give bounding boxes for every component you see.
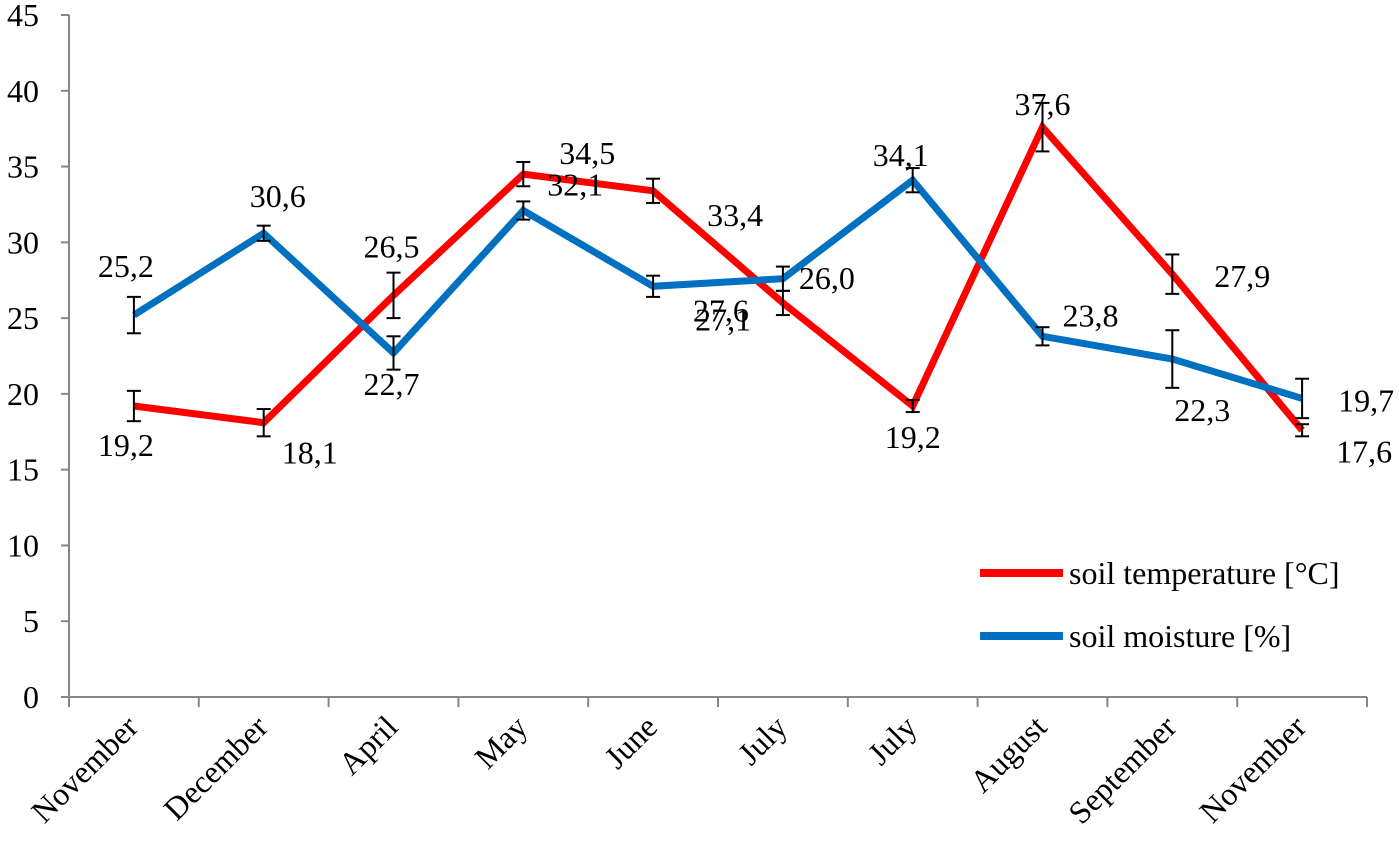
y-tick-label: 0	[23, 679, 39, 715]
error-bar	[646, 177, 661, 204]
data-point	[782, 278, 784, 280]
data-point	[263, 422, 265, 424]
data-label: 23,8	[1063, 297, 1119, 333]
data-point	[522, 173, 524, 175]
x-category-label: April	[331, 708, 404, 781]
y-tick-label: 35	[7, 149, 39, 185]
data-label: 17,6	[1336, 433, 1392, 469]
y-tick-label: 40	[7, 73, 39, 109]
data-point	[912, 405, 914, 407]
x-category-label: November	[1192, 708, 1313, 829]
data-label: 27,1	[695, 301, 751, 337]
error-bar	[646, 274, 661, 298]
data-label: 19,7	[1338, 382, 1394, 418]
data-point	[1171, 358, 1173, 360]
error-bar	[386, 271, 401, 320]
error-bar	[905, 167, 920, 194]
data-point	[912, 179, 914, 181]
data-point	[133, 314, 135, 316]
legend-label: soil moisture [%]	[1069, 618, 1291, 654]
series-line	[133, 120, 1305, 433]
data-label: 37,6	[1015, 86, 1071, 122]
data-point	[1042, 126, 1043, 128]
data-label: 25,2	[98, 248, 154, 284]
data-label: 34,5	[559, 135, 615, 171]
data-point	[652, 285, 654, 287]
data-label: 30,6	[250, 178, 306, 214]
x-category-label: September	[1061, 708, 1183, 830]
error-bar	[126, 295, 141, 335]
series-soil-moisture	[126, 167, 1310, 420]
data-point	[1301, 429, 1303, 431]
data-point	[393, 294, 394, 296]
error-bar	[905, 398, 920, 414]
error-bar	[1035, 101, 1050, 153]
error-bar	[516, 200, 531, 221]
error-bar	[1165, 329, 1180, 389]
data-label: 27,9	[1214, 258, 1270, 294]
data-point	[393, 352, 394, 354]
data-point	[133, 405, 135, 407]
y-tick-label: 10	[7, 527, 39, 563]
data-point	[1042, 335, 1043, 337]
x-category-label: July	[860, 708, 923, 771]
x-category-label: May	[467, 708, 534, 775]
x-category-label: July	[731, 708, 794, 771]
x-category-label: December	[156, 708, 275, 827]
error-bar	[256, 224, 271, 242]
error-bar	[1295, 377, 1310, 420]
error-bar	[386, 335, 401, 371]
error-bar	[1295, 423, 1310, 438]
error-bar	[775, 265, 790, 292]
data-label: 18,1	[282, 435, 338, 471]
data-label: 22,3	[1174, 392, 1230, 428]
data-label: 19,2	[98, 427, 154, 463]
data-point	[1171, 273, 1173, 275]
data-point	[1301, 397, 1303, 399]
legend-item: soil moisture [%]	[980, 618, 1291, 654]
data-label: 22,7	[364, 366, 420, 402]
data-label: 34,1	[873, 137, 929, 173]
data-label: 26,5	[364, 228, 420, 264]
error-bar	[1035, 326, 1050, 347]
legend-label: soil temperature [°C]	[1069, 555, 1339, 591]
data-point	[652, 190, 654, 192]
data-point	[522, 210, 524, 212]
error-bar	[516, 161, 531, 188]
data-labels: 19,2 18,1 26,5 34,5 33,4 26,0 19,2 37,6 27,9 17,6…	[98, 86, 1394, 471]
error-bar	[1165, 253, 1180, 295]
y-tick-label: 15	[7, 452, 39, 488]
data-label: 27,6	[693, 293, 749, 329]
y-tick-label: 5	[23, 603, 39, 639]
data-label: 26,0	[799, 260, 855, 296]
y-tick-label: 30	[7, 224, 39, 260]
legend-item: soil temperature [°C]	[980, 555, 1339, 591]
error-bar	[256, 408, 271, 438]
y-tick-label: 25	[7, 300, 39, 336]
x-category-label: November	[24, 708, 145, 829]
error-bar	[126, 389, 141, 423]
series-line	[132, 175, 1304, 402]
x-category-label: August	[963, 708, 1054, 799]
data-label: 19,2	[885, 419, 941, 455]
data-label: 33,4	[707, 197, 763, 233]
data-point	[263, 232, 265, 234]
y-tick-label: 45	[7, 0, 39, 33]
legend: soil temperature [°C] soil moisture [%]	[980, 555, 1339, 654]
data-point	[782, 302, 784, 304]
x-category-label: June	[597, 708, 664, 775]
series-layer	[126, 101, 1310, 438]
y-tick-label: 20	[7, 376, 39, 412]
data-label: 32,1	[547, 167, 603, 203]
series-soil-temperature	[126, 101, 1310, 438]
